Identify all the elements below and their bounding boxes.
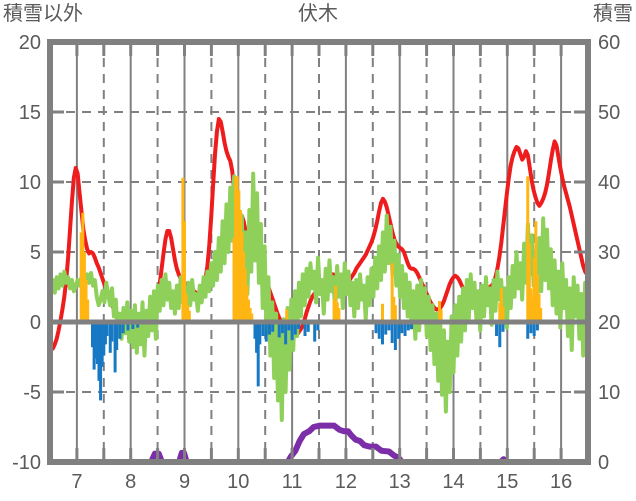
right-tick-label: 10 (598, 382, 620, 404)
left-axis-title: 積雪以外 (3, 3, 83, 25)
x-axis-labels: 7 8 9 10 11 12 13 14 15 16 (71, 471, 572, 493)
left-tick-label: 15 (19, 102, 41, 124)
gridlines-group (50, 42, 588, 462)
right-axis-title: 積雪 (593, 3, 633, 25)
chart-header: 積雪以外 伏木 積雪 (0, 0, 636, 30)
x-tick-label: 13 (389, 471, 411, 493)
left-tick-label: 0 (30, 312, 41, 334)
left-tick-label: -10 (12, 452, 41, 474)
plot-frame (47, 39, 591, 465)
right-tick-label: 20 (598, 312, 620, 334)
right-axis-labels: 60 50 40 30 20 10 0 (598, 32, 620, 474)
x-tick-label: 7 (71, 471, 82, 493)
right-tick-label: 60 (598, 32, 620, 54)
x-tick-label: 10 (227, 471, 249, 493)
x-tick-label: 15 (496, 471, 518, 493)
x-tick-label: 12 (335, 471, 357, 493)
x-tick-label: 11 (282, 471, 303, 493)
tick-marks-group (53, 45, 585, 459)
x-tick-label: 9 (179, 471, 190, 493)
left-tick-label: 5 (30, 242, 41, 264)
left-tick-label: -5 (23, 382, 41, 404)
chart-title: 伏木 (298, 3, 338, 25)
data-series-group (50, 117, 588, 462)
right-tick-label: 40 (598, 172, 620, 194)
left-tick-label: 10 (19, 172, 41, 194)
right-tick-label: 30 (598, 242, 620, 264)
x-tick-label: 16 (550, 471, 572, 493)
right-tick-label: 0 (598, 452, 609, 474)
right-tick-label: 50 (598, 102, 620, 124)
x-tick-label: 8 (125, 471, 136, 493)
x-tick-label: 14 (442, 471, 464, 493)
left-tick-label: 20 (19, 32, 41, 54)
left-axis-labels: 20 15 10 5 0 -5 -10 (12, 32, 41, 474)
